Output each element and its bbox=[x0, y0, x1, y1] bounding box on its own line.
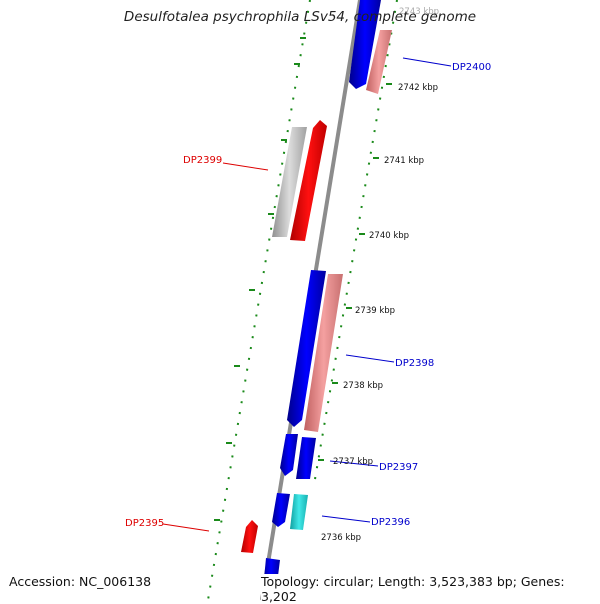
gene-label-dp2399[interactable]: DP2399 bbox=[183, 155, 222, 166]
scale-label-2736: 2736 kbp bbox=[321, 533, 361, 543]
scale-label-2739: 2739 kbp bbox=[355, 306, 395, 316]
gene-dp2397-b[interactable] bbox=[296, 437, 316, 479]
scale-label-2738: 2738 kbp bbox=[343, 381, 383, 391]
scale-label-2742: 2742 kbp bbox=[398, 83, 438, 93]
scale-label-2737: 2737 kbp bbox=[333, 457, 373, 467]
gene-dp2397-a[interactable] bbox=[280, 434, 298, 476]
inner-track-major-ticks bbox=[214, 37, 306, 521]
gene-label-dp2398[interactable]: DP2398 bbox=[395, 358, 434, 369]
gene-dp2399[interactable] bbox=[290, 120, 327, 241]
page-title: Desulfotalea psychrophila LSv54, complet… bbox=[123, 9, 477, 25]
outer-track-major-ticks bbox=[318, 83, 392, 461]
topology-text: Topology: circular; Length: 3,523,383 bp… bbox=[261, 574, 600, 604]
scale-label-2741: 2741 kbp bbox=[384, 156, 424, 166]
gene-dp2396-cyan[interactable] bbox=[290, 494, 308, 530]
scale-label-2743: 2743 kbp bbox=[399, 7, 439, 17]
gene-dp2396-forward[interactable] bbox=[272, 493, 290, 527]
scale-label-2740: 2740 kbp bbox=[369, 231, 409, 241]
gene-dp2398-forward[interactable] bbox=[287, 270, 326, 427]
gene-dp2400-forward[interactable] bbox=[349, 0, 381, 89]
label-leaders bbox=[162, 57, 452, 532]
gene-dp2398-reverse[interactable] bbox=[304, 274, 343, 432]
inner-tick-track bbox=[207, 0, 311, 600]
gene-label-dp2395[interactable]: DP2395 bbox=[125, 518, 164, 529]
gene-label-dp2397[interactable]: DP2397 bbox=[379, 462, 418, 473]
gene-label-dp2400[interactable]: DP2400 bbox=[452, 62, 491, 73]
accession-text: Accession: NC_006138 bbox=[9, 574, 152, 589]
gene-label-dp2396[interactable]: DP2396 bbox=[371, 517, 410, 528]
gene-dp2395[interactable] bbox=[241, 520, 258, 553]
gene-dp2400-reverse[interactable] bbox=[366, 30, 392, 94]
gene-grey-feature[interactable] bbox=[272, 127, 307, 237]
